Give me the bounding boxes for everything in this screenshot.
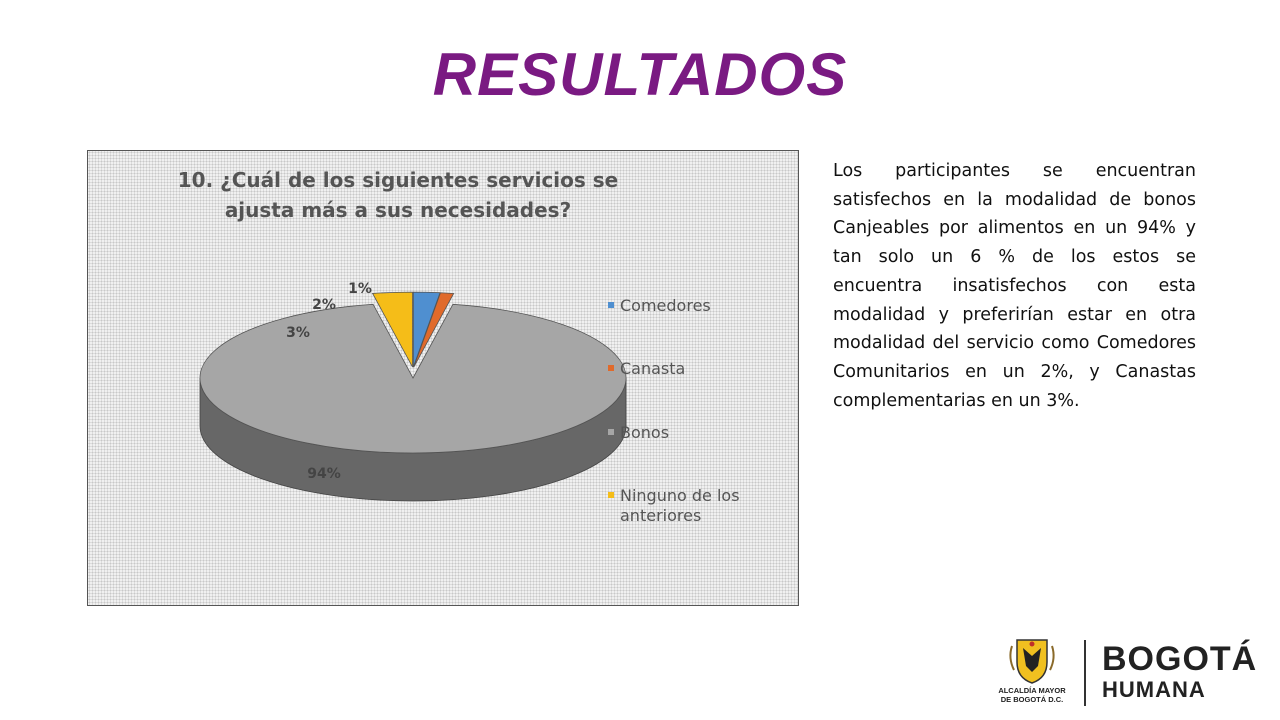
pie-chart: 10. ¿Cuál de los siguientes servicios se… [87,150,799,606]
crest-caption: ALCALDÍA MAYOR DE BOGOTÁ D.C. [990,686,1074,704]
legend-swatch-canasta [608,365,614,371]
shield-icon [1009,639,1055,684]
chart-title: 10. ¿Cuál de los siguientes servicios se… [88,165,708,225]
legend-label-line-ninguno-1: Ninguno de los [620,486,740,505]
pie-slice-comedores [412,291,441,368]
logo-divider [1084,640,1086,706]
legend-label-bonos: Bonos [620,423,780,443]
legend-label-canasta: Canasta [620,359,780,379]
legend-swatch-ninguno [608,492,614,498]
legend-label-line-comedores-1: Comedores [620,296,711,315]
pie-slice-ninguno [371,291,413,368]
legend-swatch-bonos [608,429,614,435]
legend-label-line-canasta-1: Canasta [620,359,686,378]
footer-logos: ALCALDÍA MAYOR DE BOGOTÁ D.C. BOGOTÁ HUM… [990,636,1256,711]
pie-plot: 2% 1% 94% 3% [199,281,627,502]
results-description: Los participantes se encuentran satisfec… [833,161,1196,411]
legend-label-ninguno: Ninguno de los anteriores [620,486,780,526]
pie-slice-canasta [413,292,455,368]
crest-caption-line-1: ALCALDÍA MAYOR [998,686,1066,695]
legend-label-line-bonos-1: Bonos [620,423,670,442]
crest-caption-line-2: DE BOGOTÁ D.C. [1000,695,1064,704]
data-label-ninguno: 3% [286,325,310,341]
legend-label-comedores: Comedores [620,296,780,316]
slide-title: RESULTADOS [432,41,848,108]
data-label-bonos: 94% [307,466,341,482]
bogota-crest-logo: ALCALDÍA MAYOR DE BOGOTÁ D.C. [990,636,1074,711]
pie-slice-bonos [199,303,627,454]
chart-title-line-2: ajusta más a sus necesidades? [224,198,572,222]
legend-swatch-comedores [608,302,614,308]
legend-label-line-ninguno-2: anteriores [620,506,702,525]
bogota-humana-logo-top: BOGOTÁ [1102,640,1258,678]
bogota-humana-logo-bottom: HUMANA [1102,677,1206,702]
data-label-comedores: 2% [312,297,336,313]
data-label-canasta: 1% [348,281,372,297]
chart-title-line-1: 10. ¿Cuál de los siguientes servicios se [177,168,619,192]
